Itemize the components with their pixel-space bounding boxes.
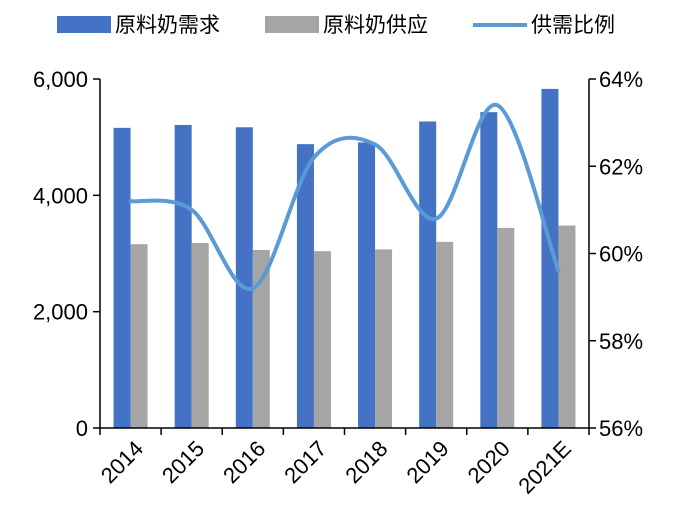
y-right-tick-label: 64% (599, 67, 643, 92)
bar-demand-2020 (480, 112, 498, 428)
y-right-tick-label: 56% (599, 416, 643, 441)
legend-ratio: 供需比例 (473, 13, 615, 37)
bar-supply-2017 (313, 251, 331, 428)
legend-supply: 原料奶供应 (265, 13, 428, 37)
bar-demand-2015 (174, 124, 192, 429)
bar-supply-2015 (191, 243, 209, 428)
x-tick-label: 2016 (218, 436, 270, 488)
x-tick-label: 2019 (401, 436, 453, 488)
bar-supply-2021E (558, 225, 576, 428)
x-tick-label: 2018 (340, 436, 392, 488)
legend-demand: 原料奶需求 (57, 13, 220, 37)
bar-supply-2018 (375, 249, 393, 428)
y-left-tick-label: 0 (76, 416, 88, 441)
legend-ratio-label: 供需比例 (531, 13, 615, 37)
bar-demand-2014 (113, 127, 131, 429)
y-right-tick-label: 58% (599, 329, 643, 354)
x-tick-label: 2020 (463, 436, 515, 488)
legend-demand-swatch (57, 16, 111, 33)
bar-demand-2021E (541, 88, 559, 428)
y-left-tick-label: 4,000 (33, 183, 88, 208)
y-right-tick-label: 62% (599, 154, 643, 179)
x-tick-label: 2017 (279, 436, 331, 488)
legend-demand-label: 原料奶需求 (115, 13, 220, 37)
bar-supply-2019 (436, 241, 454, 428)
bar-demand-2016 (235, 127, 253, 429)
bars (113, 88, 576, 429)
bar-demand-2018 (358, 142, 376, 428)
legend-supply-label: 原料奶供应 (323, 13, 428, 37)
axes (93, 78, 596, 435)
bar-supply-2014 (130, 244, 148, 428)
legend: 原料奶需求 原料奶供应 供需比例 (57, 13, 615, 37)
line-supply-demand-ratio (128, 103, 561, 291)
x-tick-label: 2014 (96, 436, 148, 488)
legend-supply-swatch (265, 16, 319, 33)
x-tick-label: 2015 (157, 436, 209, 488)
bar-demand-2017 (296, 144, 314, 428)
bar-supply-2016 (252, 250, 270, 428)
line-layer (128, 103, 561, 291)
bar-demand-2019 (419, 121, 437, 428)
y-right-tick-label: 60% (599, 242, 643, 267)
y-left-tick-label: 6,000 (33, 67, 88, 92)
x-tick-label: 2021E (513, 436, 576, 499)
bar-supply-2020 (497, 227, 515, 428)
y-left-tick-label: 2,000 (33, 300, 88, 325)
